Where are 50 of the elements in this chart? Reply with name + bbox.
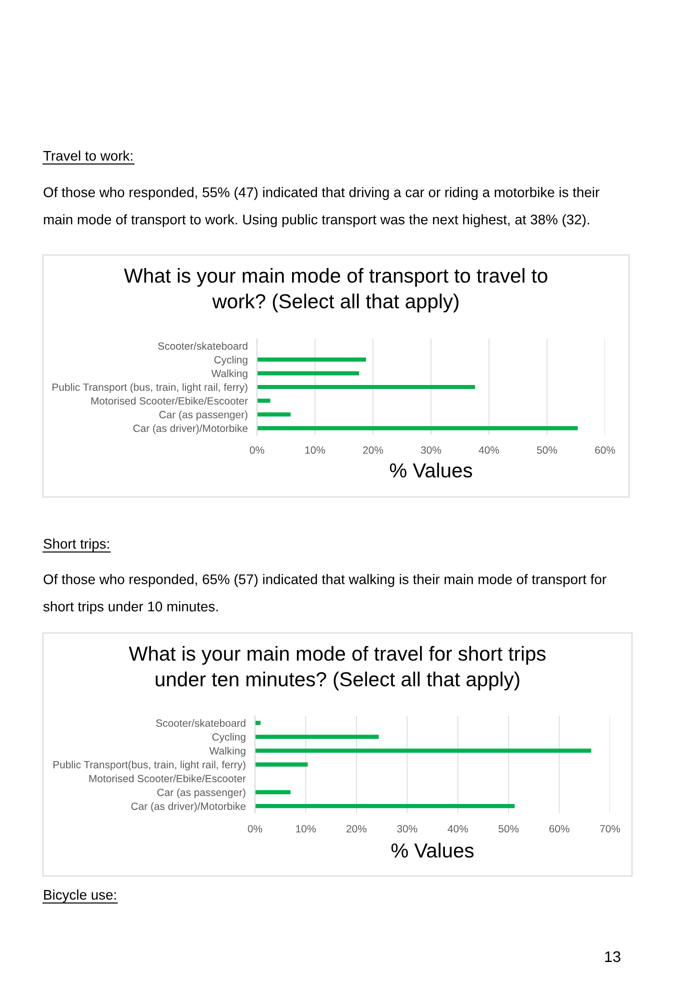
text: Travel to work: (43, 150, 132, 161)
bar (257, 384, 476, 390)
y-tick-label: Motorised Scooter/Ebike/Escooter (91, 396, 248, 405)
x-tick-label: 20% (346, 825, 366, 832)
x-tick-label: 10% (305, 446, 326, 454)
bar (257, 398, 270, 403)
x-axis-title: % Values (390, 462, 472, 478)
y-tick-label: Cycling (212, 733, 246, 743)
y-tick-label: Scooter/skateboard (158, 342, 248, 350)
text: Bicycle use: (44, 890, 116, 902)
x-tick-label: 30% (397, 825, 418, 832)
y-tick-label: Car (as passenger) (157, 788, 246, 798)
y-tick-label: Car (as passenger) (159, 410, 248, 420)
x-tick-label: 40% (478, 446, 500, 454)
y-tick-label: Cycling (214, 356, 248, 366)
x-tick-label: 20% (363, 446, 384, 454)
bar (257, 412, 291, 416)
y-tick-label: Public Transport (bus, train, light rail, ferry) (52, 383, 248, 393)
x-tick-label: 50% (536, 446, 558, 454)
bar (255, 748, 592, 753)
bar (257, 426, 578, 430)
bar (257, 358, 366, 362)
x-tick-label: 70% (600, 825, 620, 832)
x-tick-label: 0% (248, 825, 262, 832)
text: Of those who responded, 55% (47) indicated that driving a car or riding a motorbike is their main mode of transport to work. Using public transport was the next highest, at 38% (32). (44, 187, 600, 228)
bar (255, 804, 515, 808)
text: Of those who responded, 65% (57) indicated that walking is their main mode of transport for short trips under 10 minutes. (43, 574, 606, 614)
x-tick-label: 60% (549, 825, 570, 832)
x-tick-label: 40% (448, 825, 468, 832)
bar (255, 734, 379, 739)
x-axis-title: % Values (391, 842, 474, 858)
y-tick-label: Car (as driver)/Motorbike (131, 802, 246, 812)
text: 13 (605, 951, 620, 962)
chart-title: What is your main mode of transport to travel to work? (Select all that apply) (124, 268, 548, 312)
bar (257, 371, 360, 376)
x-tick-label: 30% (420, 446, 442, 454)
y-tick-label: Car (as driver)/Motorbike (133, 424, 248, 434)
x-tick-label: 10% (296, 825, 316, 832)
y-tick-label: Motorised Scooter/Ebike/Escooter (89, 774, 246, 782)
bar (255, 762, 308, 767)
y-tick-label: Public Transport(bus, train, light rail, ferry) (53, 760, 246, 770)
bar (255, 790, 290, 794)
x-tick-label: 50% (498, 825, 519, 832)
x-tick-label: 60% (595, 446, 616, 454)
text: Short trips: (44, 538, 109, 552)
chart-title: What is your main mode of travel for short trips under ten minutes? (Select all that apply) (128, 646, 546, 690)
x-tick-label: 0% (250, 446, 264, 454)
y-tick-label: Walking (209, 746, 246, 757)
y-tick-label: Walking (211, 370, 248, 380)
y-tick-label: Scooter/skateboard (156, 719, 246, 727)
